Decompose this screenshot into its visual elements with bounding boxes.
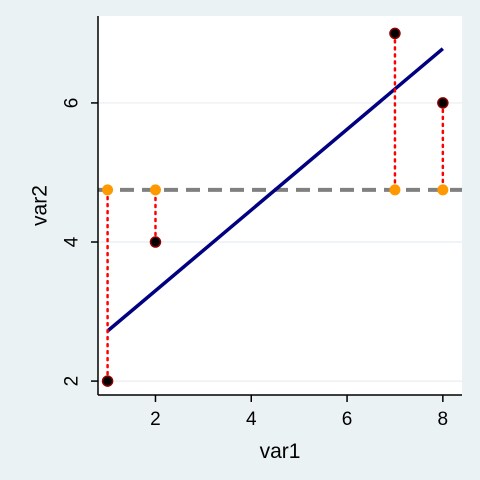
data-point-3	[389, 27, 401, 40]
fit-line	[106, 47, 444, 333]
data-point-2	[149, 236, 162, 248]
ticks: 2 4 6 8 2 4 6	[62, 98, 449, 430]
y-tick-label-2: 2	[62, 376, 83, 387]
x-tick-label-4: 4	[246, 409, 257, 430]
axes	[97, 16, 462, 396]
x-tick-label-6: 6	[342, 409, 353, 430]
data-point-1	[101, 375, 114, 387]
y-tick-label-4: 4	[62, 236, 83, 247]
y-axis-title: var2	[29, 185, 52, 226]
mean-point-3	[389, 184, 401, 196]
plot-area	[98, 16, 462, 395]
x-tick-label-2: 2	[150, 409, 161, 430]
mean-point-4	[437, 184, 449, 196]
mean-point-1	[102, 184, 114, 196]
mean-points	[102, 184, 449, 196]
x-axis-title: var1	[260, 440, 301, 463]
data-point-4	[437, 97, 449, 109]
y-tick-label-6: 6	[62, 98, 83, 109]
mean-point-2	[149, 184, 161, 196]
observed-points	[101, 27, 449, 387]
x-tick-label-8: 8	[438, 409, 449, 430]
fit-line-group	[106, 47, 444, 333]
residual-lines	[106, 32, 445, 383]
